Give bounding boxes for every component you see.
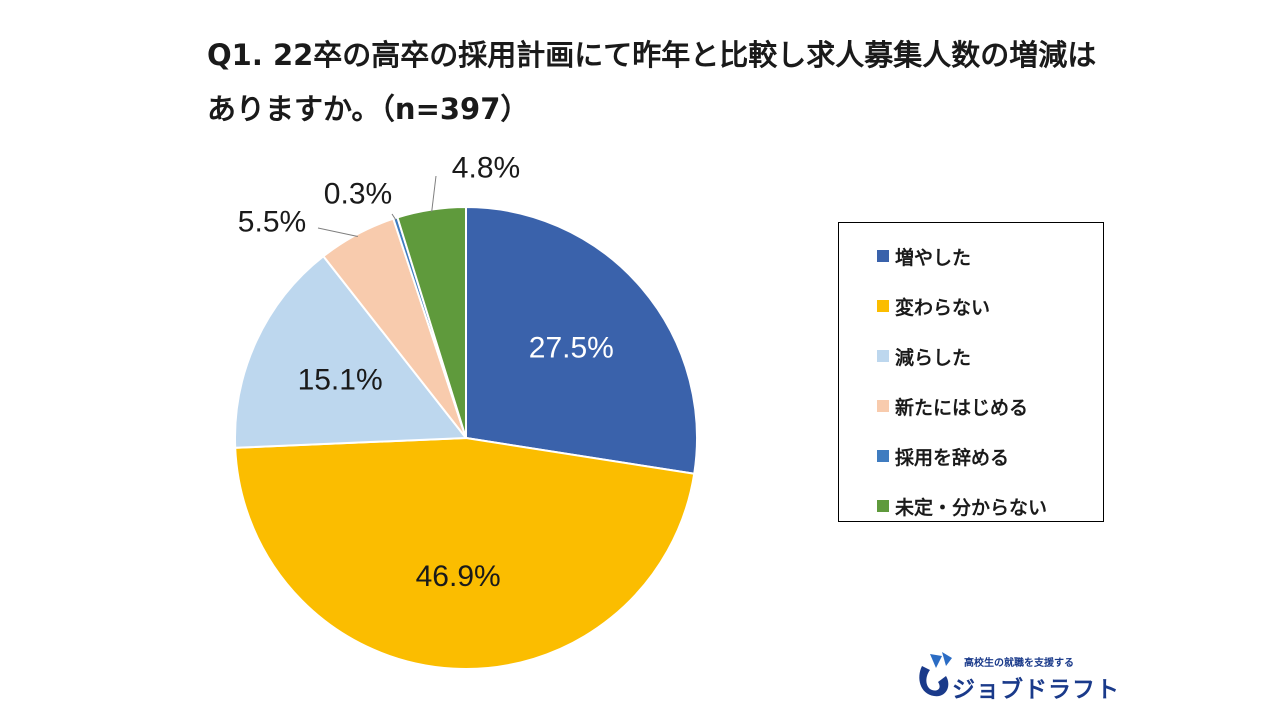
data-label-6: 4.8%: [452, 152, 520, 185]
legend-label: 未定・分からない: [895, 496, 1048, 519]
legend-label: 増やした: [895, 246, 972, 269]
legend-item-3: 減らした: [839, 331, 1103, 381]
data-label-2: 46.9%: [416, 560, 501, 593]
legend-swatch: [877, 450, 889, 462]
logo-name: ジョブドラフト: [952, 677, 1120, 703]
leader-line-6: [431, 175, 437, 212]
legend-label: 採用を辞める: [895, 446, 1010, 469]
legend-label: 新たにはじめる: [895, 396, 1029, 419]
legend-item-2: 変わらない: [839, 281, 1103, 331]
chart-title-line-2: ありますか。（n=397）: [207, 92, 530, 126]
leader-line-4: [317, 227, 358, 238]
legend-swatch: [877, 400, 889, 412]
data-label-5: 0.3%: [324, 178, 392, 211]
legend-item-6: 未定・分からない: [839, 481, 1103, 531]
data-label-3: 15.1%: [298, 364, 383, 397]
leader-line-5: [391, 213, 397, 221]
legend-label: 減らした: [895, 346, 972, 369]
legend-item-5: 採用を辞める: [839, 431, 1103, 481]
pie-slice-3: [234, 254, 468, 449]
chart-legend: 増やした変わらない減らした新たにはじめる 採用を辞める未定・分からない: [838, 222, 1104, 522]
data-label-4: 5.5%: [238, 206, 306, 239]
chart-title-line-1: Q1. 22卒の高卒の採用計画にて昨年と比較し求人募集人数の増減は: [207, 38, 1097, 72]
logo-tagline: 高校生の就職を支援する: [964, 658, 1074, 669]
legend-item-4: 新たにはじめる: [839, 381, 1103, 431]
pie-slice-2: [234, 436, 696, 671]
pie-slice-6: [396, 205, 467, 439]
legend-swatch: [877, 500, 889, 512]
pie-slice-1: [465, 205, 698, 475]
data-label-1: 27.5%: [529, 331, 614, 364]
legend-swatch: [877, 250, 889, 262]
legend-label: 変わらない: [895, 296, 991, 319]
legend-swatch: [877, 350, 889, 362]
jobdraft-logo: 高校生の就職を支援する ジョブドラフト: [912, 648, 1119, 703]
legend-item-1: 増やした: [839, 231, 1103, 281]
jobdraft-logo-icon: [919, 652, 952, 697]
chart-title: Q1. 22卒の高卒の採用計画にて昨年と比較し求人募集人数の増減は ありますか。…: [207, 28, 1167, 136]
legend-swatch: [877, 300, 889, 312]
